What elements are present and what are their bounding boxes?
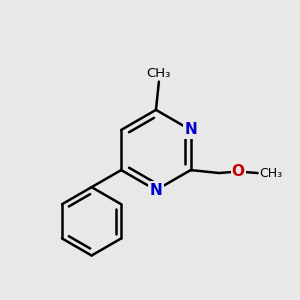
Text: N: N xyxy=(184,122,197,137)
Text: N: N xyxy=(150,183,162,198)
Text: O: O xyxy=(232,164,245,179)
Text: CH₃: CH₃ xyxy=(259,167,282,179)
Text: CH₃: CH₃ xyxy=(147,67,171,80)
